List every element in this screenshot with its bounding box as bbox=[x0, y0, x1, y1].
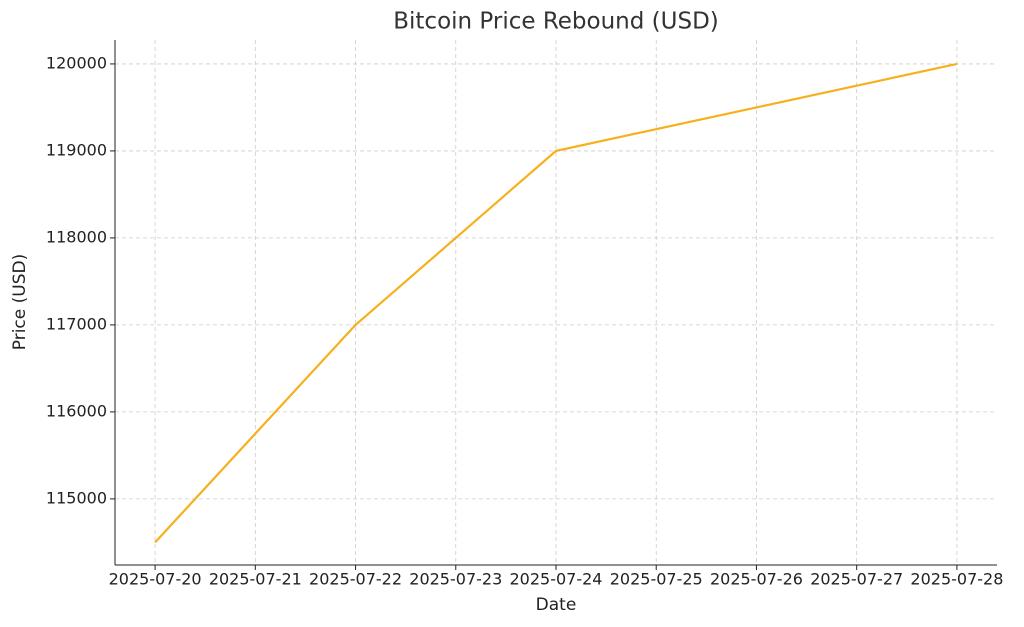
x-tick-label: 2025-07-21 bbox=[209, 570, 302, 589]
chart-title: Bitcoin Price Rebound (USD) bbox=[393, 9, 719, 35]
x-tick-label: 2025-07-25 bbox=[610, 570, 703, 589]
y-axis-label: Price (USD) bbox=[10, 254, 30, 350]
x-axis-label: Date bbox=[536, 595, 577, 615]
y-tick-label: 118000 bbox=[46, 227, 107, 246]
y-tick-label: 117000 bbox=[46, 314, 107, 333]
y-tick-label: 115000 bbox=[46, 488, 107, 507]
y-tick-label: 119000 bbox=[46, 140, 107, 159]
x-tick-label: 2025-07-23 bbox=[409, 570, 502, 589]
x-tick-label: 2025-07-27 bbox=[810, 570, 903, 589]
x-tick-label: 2025-07-26 bbox=[710, 570, 803, 589]
x-tick-label: 2025-07-22 bbox=[309, 570, 402, 589]
y-tick-label: 116000 bbox=[46, 401, 107, 420]
x-tick-label: 2025-07-28 bbox=[910, 570, 1003, 589]
y-tick-label: 120000 bbox=[46, 53, 107, 72]
x-tick-label: 2025-07-20 bbox=[109, 570, 202, 589]
x-tick-label: 2025-07-24 bbox=[510, 570, 603, 589]
line-series bbox=[154, 62, 958, 544]
